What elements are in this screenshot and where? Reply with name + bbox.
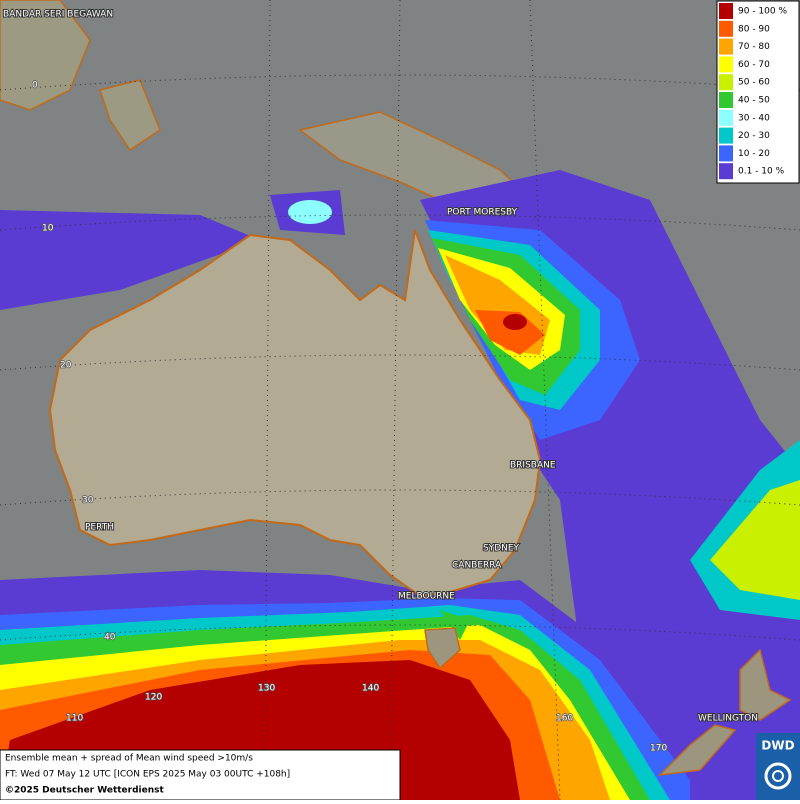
parallel: [0, 489, 800, 506]
nz-north: [739, 648, 792, 721]
legend-swatch: [719, 20, 733, 37]
meridian: [529, 0, 561, 801]
city-label: SYDNEY: [483, 544, 520, 554]
logo-text: DWD: [761, 739, 794, 753]
grid-label: 130: [258, 684, 275, 694]
legend: 90 - 100 % 80 - 90 70 - 80 60 - 70 50 - 60 40…: [719, 3, 787, 180]
city-label: BANDAR SERI BEGAWAN: [3, 10, 113, 20]
australia: [48, 229, 542, 598]
sulawesi: [99, 79, 161, 152]
city-label: WELLINGTON: [698, 714, 758, 724]
legend-swatch: [719, 74, 733, 91]
legend-swatch: [719, 3, 733, 19]
city-label: PORT MORESBY: [447, 208, 518, 218]
logo-icon: [764, 762, 792, 790]
city-label: CANBERRA: [452, 561, 502, 571]
city-label: MELBOURNE: [398, 592, 455, 602]
legend-label: 40 - 50: [738, 96, 770, 106]
wind-area: [0, 210, 260, 310]
legend-label: 10 - 20: [738, 149, 770, 159]
wind-area: [503, 314, 527, 330]
legend-swatch: [719, 92, 733, 108]
grid-label: 120: [145, 693, 162, 703]
grid-label: 170: [650, 744, 667, 754]
logo-icon: [772, 770, 784, 782]
city-label: PERTH: [85, 523, 114, 533]
legend-label: 30 - 40: [738, 113, 770, 123]
nz-south: [657, 724, 737, 777]
grid-label: 160: [556, 714, 573, 724]
legend-label: 80 - 90: [738, 24, 770, 34]
legend-swatch: [719, 145, 733, 162]
grid-label: 0: [32, 81, 38, 91]
footer-line: Ensemble mean + spread of Mean wind spee…: [5, 754, 253, 764]
parallel: [0, 354, 800, 371]
legend-label: 70 - 80: [738, 42, 770, 52]
legend-label: 0.1 - 10 %: [738, 167, 785, 177]
legend-label: 50 - 60: [738, 78, 770, 88]
legend-label: 60 - 70: [738, 60, 770, 70]
legend-label: 20 - 30: [738, 131, 770, 141]
legend-swatch: [719, 163, 733, 180]
grid-label: 40: [104, 633, 116, 643]
legend-swatch: [719, 127, 733, 144]
parallel: [0, 74, 800, 91]
grid-label: 140: [362, 684, 379, 694]
footer-box: [0, 749, 401, 801]
legend-swatch: [719, 109, 733, 126]
tasmania: [424, 627, 461, 670]
footer-line: ©2025 Deutscher Wetterdienst: [5, 786, 164, 796]
parallel: [0, 214, 800, 231]
legend-swatch: [719, 56, 733, 73]
borneo: [0, 0, 91, 111]
parallel: [0, 624, 800, 641]
grid-label: 110: [66, 714, 83, 724]
grid-label: 30: [82, 496, 94, 506]
labels: BANDAR SERI BEGAWAN PORT MORESBY BRISBANE S…: [2, 9, 759, 755]
grid-label: 10: [42, 224, 54, 234]
city-label: BRISBANE: [510, 461, 556, 471]
meridian: [264, 0, 271, 801]
wind-area: [710, 480, 800, 600]
grid-label: 20: [60, 361, 72, 371]
wind-area: [475, 310, 545, 355]
footer-line: FT: Wed 07 May 12 UTC [ICON EPS 2025 May…: [5, 770, 290, 780]
meridian: [389, 0, 401, 801]
legend-swatch: [719, 38, 733, 55]
wind-area: [288, 200, 332, 224]
legend-label: 90 - 100 %: [738, 7, 787, 17]
